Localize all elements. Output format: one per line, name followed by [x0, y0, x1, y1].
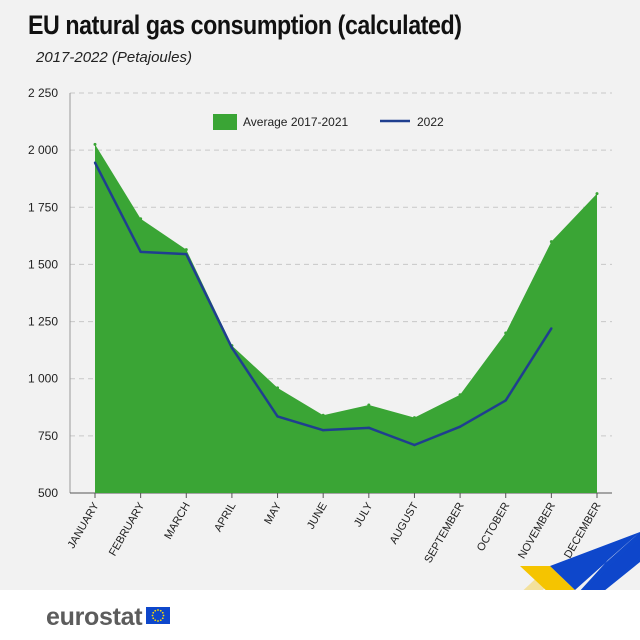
- x-tick-label: MAY: [262, 500, 284, 527]
- x-tick-label: MARCH: [162, 500, 193, 541]
- legend-label-2022: 2022: [417, 115, 444, 129]
- legend-label-average: Average 2017-2021: [243, 115, 349, 129]
- eurostat-logo: eurostat: [46, 603, 143, 631]
- x-tick-label: OCTOBER: [475, 500, 513, 553]
- flag-star: [154, 619, 157, 622]
- flag-star: [159, 609, 162, 612]
- area-point: [504, 331, 508, 335]
- y-tick-label: 1 000: [28, 372, 58, 386]
- flag-star: [157, 609, 159, 611]
- line-point: [93, 161, 97, 164]
- y-tick-label: 1 750: [28, 200, 58, 214]
- x-tick-label: APRIL: [212, 501, 238, 535]
- chart-subtitle: 2017-2022 (Petajoules): [36, 49, 192, 66]
- series-area-average: [95, 144, 597, 493]
- area-point: [93, 142, 97, 146]
- footer: [0, 590, 640, 640]
- area-point: [367, 403, 371, 407]
- x-tick-label: FEBRUARY: [107, 500, 148, 558]
- flag-star: [161, 617, 164, 620]
- area-point: [321, 413, 325, 417]
- flag-star: [159, 619, 162, 622]
- line-point: [321, 428, 325, 432]
- line-point: [185, 252, 188, 256]
- line-point: [458, 425, 462, 428]
- ribbon-blue: [550, 532, 640, 612]
- y-tick-label: 1 250: [28, 315, 58, 329]
- line-point: [367, 426, 371, 430]
- line-point: [413, 443, 416, 447]
- eu-flag-icon: [146, 607, 170, 624]
- area-point: [184, 248, 188, 252]
- flag-star: [154, 609, 157, 612]
- ribbon-yellow: [510, 566, 575, 640]
- area-point: [139, 217, 143, 221]
- line-point: [276, 415, 279, 418]
- line-point: [504, 399, 507, 402]
- x-tick-label: JUNE: [305, 501, 330, 532]
- area-point: [458, 393, 462, 397]
- flag-star: [152, 611, 155, 614]
- line-point: [230, 346, 234, 350]
- flag-star: [157, 620, 159, 622]
- y-tick-label: 2 000: [28, 143, 58, 157]
- x-tick-label: SEPTEMBER: [422, 500, 466, 565]
- flag-star: [151, 614, 154, 617]
- y-tick-label: 750: [38, 429, 58, 443]
- flag-star: [161, 611, 164, 614]
- x-tick-label: JULY: [352, 500, 376, 529]
- x-tick-label: JANUARY: [66, 500, 102, 551]
- area-point: [549, 240, 553, 244]
- area-point: [276, 386, 280, 390]
- y-tick-label: 500: [38, 486, 58, 500]
- flag-star: [162, 614, 165, 617]
- y-tick-label: 2 250: [28, 86, 58, 100]
- x-tick-label: AUGUST: [388, 500, 421, 546]
- area-point: [412, 416, 416, 420]
- x-tick-label: NOVEMBER: [516, 500, 558, 561]
- line-point: [550, 327, 553, 330]
- flag-star: [152, 617, 155, 620]
- chart-title: EU natural gas consumption (calculated): [28, 10, 462, 40]
- y-tick-label: 1 500: [28, 257, 58, 271]
- area-point: [595, 192, 599, 196]
- line-point: [139, 250, 142, 254]
- legend-swatch-average: [213, 114, 237, 130]
